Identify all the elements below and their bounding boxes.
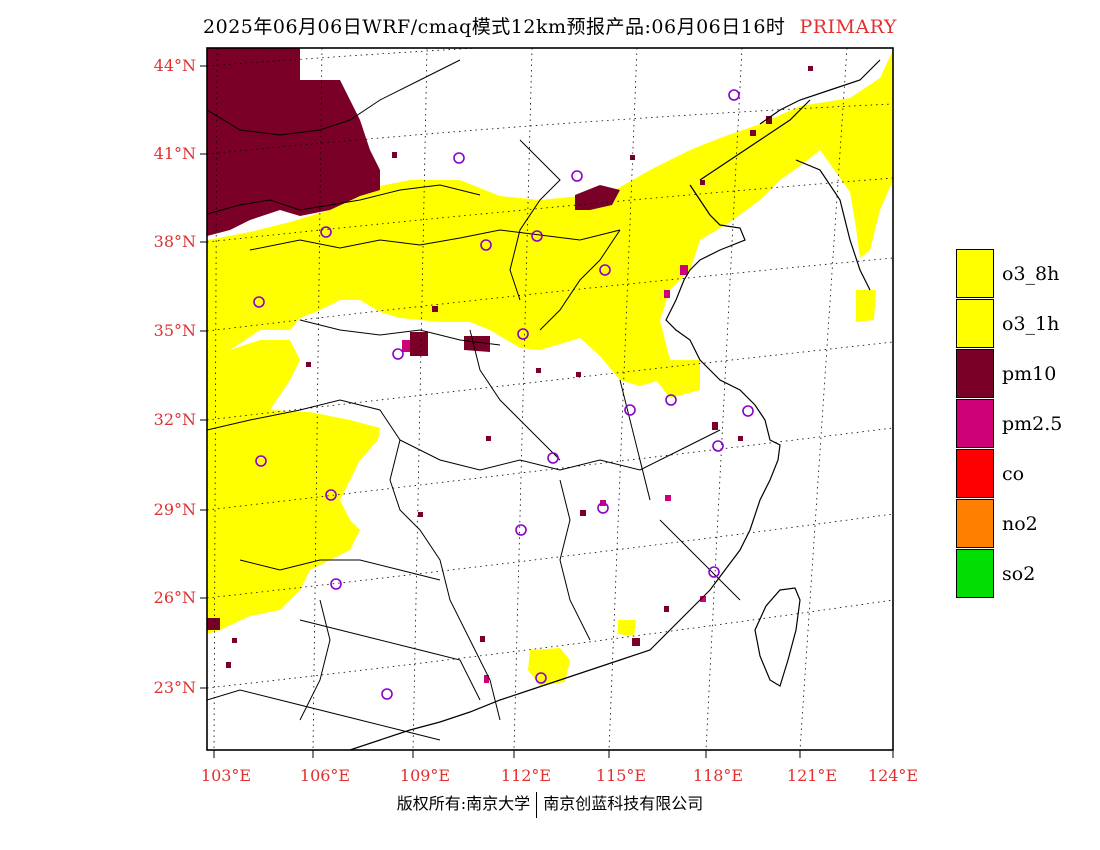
legend-swatch — [956, 399, 994, 448]
legend-swatch — [956, 249, 994, 298]
lat-label-44: 44°N — [153, 56, 196, 75]
lat-label-26: 26°N — [153, 588, 196, 607]
legend-swatch — [956, 449, 994, 498]
legend-swatch — [956, 549, 994, 598]
city-markers — [253, 89, 754, 700]
lat-label-41: 41°N — [153, 144, 196, 163]
o3-southeast-patch — [618, 620, 636, 636]
legend-label: pm2.5 — [1002, 413, 1063, 435]
lat-label-32: 32°N — [153, 410, 196, 429]
footer-separator — [536, 791, 538, 818]
legend-label: o3_1h — [1002, 313, 1060, 335]
o3-regions — [207, 50, 893, 686]
taiwan-outline — [754, 587, 801, 687]
map-title: 2025年06月06日WRF/cmaq模式12km预报产品:06月06日16时 P… — [0, 12, 1100, 39]
lon-label-121: 121°E — [786, 766, 838, 785]
legend-label: o3_8h — [1002, 263, 1060, 285]
o3-jiangsu-patch — [656, 360, 700, 398]
o3-north-belt — [207, 50, 893, 386]
pm10-regions — [207, 48, 620, 630]
o3-west-sichuan — [207, 340, 380, 634]
axis-ticks — [200, 65, 894, 758]
title-text: 2025年06月06日WRF/cmaq模式12km预报产品:06月06日16时 — [203, 16, 786, 38]
pm10-northwest-block — [207, 48, 380, 236]
legend-label: co — [1002, 463, 1025, 485]
pm10-yunnan — [207, 618, 220, 630]
lat-label-38: 38°N — [153, 232, 196, 251]
lon-label-103: 103°E — [200, 766, 252, 785]
coastline — [349, 59, 881, 750]
lat-label-29: 29°N — [153, 500, 196, 519]
lon-label-112: 112°E — [500, 766, 552, 785]
lat-label-35: 35°N — [153, 321, 196, 340]
legend-label: so2 — [1002, 563, 1036, 585]
lon-label-106: 106°E — [299, 766, 351, 785]
pm10-spots — [226, 66, 813, 668]
lon-label-118: 118°E — [692, 766, 744, 785]
legend-swatch — [956, 299, 994, 348]
pm10-shaanxi — [410, 332, 428, 356]
copyright-footer: 版权所有:南京大学 南京创蓝科技有限公司 — [0, 790, 1100, 818]
title-primary-tag: PRIMARY — [799, 16, 897, 38]
o3-south-patch — [528, 648, 570, 686]
pm10-henan — [464, 336, 490, 352]
lon-label-124: 124°E — [867, 766, 919, 785]
legend-label: no2 — [1002, 513, 1038, 535]
legend-swatch — [956, 499, 994, 548]
copyright-right: 南京创蓝科技有限公司 — [543, 794, 704, 813]
map-content — [207, 48, 893, 750]
lat-label-23: 23°N — [153, 678, 196, 697]
copyright-left: 版权所有:南京大学 — [396, 794, 531, 813]
o3-coast-patch — [856, 290, 876, 322]
legend-swatch — [956, 349, 994, 398]
map-frame — [206, 47, 894, 751]
lon-label-115: 115°E — [595, 766, 647, 785]
pm10-beijing — [575, 185, 620, 210]
boundaries — [207, 59, 741, 741]
legend-label: pm10 — [1002, 363, 1057, 385]
lon-label-109: 109°E — [399, 766, 451, 785]
